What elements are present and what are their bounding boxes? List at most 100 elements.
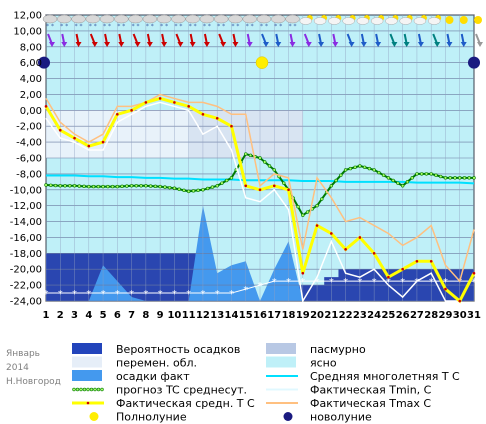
series-point-прогноз-tc-среднесут- bbox=[415, 172, 419, 176]
y-tick-label: 2,00 bbox=[20, 90, 42, 101]
new-moon-marker bbox=[38, 56, 50, 69]
cloud-icon bbox=[356, 17, 370, 25]
series-point-прогноз-tc-среднесут- bbox=[386, 176, 391, 180]
series-point-прогноз-tc-среднесут- bbox=[472, 176, 476, 180]
cold-baseline-marker: * bbox=[343, 277, 348, 288]
legend-label-перемен-обл-: перемен. обл. bbox=[116, 357, 197, 370]
snowflake-icon: * * bbox=[60, 23, 68, 30]
series-point-фактическая-средн-t-c bbox=[387, 275, 390, 279]
cold-baseline-marker: * bbox=[215, 289, 220, 300]
legend-label-вероятность-осадков: Вероятность осадков bbox=[116, 343, 240, 356]
corner-caption-line: 2014 bbox=[6, 363, 29, 373]
legend-swatch-прогноз-tc-среднесут- bbox=[82, 387, 87, 392]
series-point-фактическая-средн-t-c bbox=[158, 97, 162, 100]
y-tick-label: -22,00 bbox=[10, 281, 42, 292]
y-tick-label: -16,00 bbox=[10, 233, 42, 244]
series-point-прогноз-tc-среднесут- bbox=[153, 184, 158, 189]
series-point-прогноз-tc-среднесут- bbox=[58, 184, 62, 188]
snowflake-icon: * * bbox=[289, 23, 297, 30]
cloud-icon bbox=[313, 17, 327, 25]
cold-baseline-marker: * bbox=[357, 277, 362, 288]
y-tick-label: 8,00 bbox=[20, 42, 42, 53]
y-tick-label: 10,00 bbox=[13, 26, 42, 37]
legend-label-фактическая-tmin-c: Фактическая Tmin, C bbox=[310, 384, 432, 397]
x-tick-label: 18 bbox=[282, 310, 296, 321]
legend-label-осадки-факт: осадки факт bbox=[116, 370, 190, 383]
series-point-прогноз-tc-среднесут- bbox=[467, 176, 471, 180]
legend-label-фактическая-средн-t-c: Фактическая средн. T C bbox=[116, 397, 255, 410]
wind-arrow-head-icon bbox=[375, 42, 382, 47]
cloud-icon bbox=[427, 17, 441, 25]
temperature-series: * * * * * * * * * * * * * * * * * * * * * * * * * * * * * * * bbox=[44, 93, 477, 304]
x-tick-label: 17 bbox=[267, 310, 281, 321]
x-tick-label: 25 bbox=[381, 310, 395, 321]
series-point-прогноз-tc-среднесут- bbox=[301, 213, 305, 217]
snowflake-icon: * * bbox=[89, 23, 97, 30]
cold-baseline-marker: * bbox=[429, 277, 434, 288]
snowflake-icon: * * bbox=[103, 23, 111, 30]
x-tick-label: 22 bbox=[339, 310, 353, 321]
series-point-прогноз-tc-среднесут- bbox=[391, 178, 395, 183]
series-point-фактическая-средн-t-c bbox=[173, 101, 176, 104]
cloud-icon bbox=[57, 14, 72, 24]
y-tick-label: -2,00 bbox=[16, 122, 42, 133]
x-tick-label: 3 bbox=[71, 310, 78, 321]
cold-baseline-marker: * bbox=[472, 277, 477, 288]
y-tick-label: 6,00 bbox=[20, 58, 42, 69]
sun-icon bbox=[445, 16, 454, 24]
wind-arrow-head-icon bbox=[75, 42, 82, 47]
series-point-прогноз-tc-среднесут- bbox=[353, 165, 357, 169]
precip-probability-area bbox=[46, 253, 474, 301]
x-tick-label: 31 bbox=[467, 310, 481, 321]
series-point-прогноз-tc-среднесут- bbox=[96, 184, 101, 189]
series-point-прогноз-tc-среднесут- bbox=[82, 184, 86, 189]
snowflake-icon: * * bbox=[246, 23, 254, 30]
cold-baseline-marker: * bbox=[300, 277, 305, 288]
sun-icon bbox=[474, 16, 482, 24]
series-point-прогноз-tc-среднесут- bbox=[282, 181, 286, 185]
series-point-прогноз-tc-среднесут- bbox=[343, 168, 348, 172]
series-point-прогноз-tc-среднесут- bbox=[448, 176, 452, 180]
x-tick-label: 24 bbox=[367, 310, 381, 321]
cold-baseline-marker: * bbox=[143, 289, 148, 300]
wind-arrow-head-icon bbox=[61, 42, 68, 47]
legend: Вероятность осадков пасмурно перемен. обл.… bbox=[72, 343, 460, 424]
series-point-фактическая-средн-t-c bbox=[372, 252, 376, 255]
x-tick-label: 1 bbox=[43, 310, 50, 321]
series-point-прогноз-tc-среднесут- bbox=[87, 184, 91, 189]
series-point-прогноз-tc-среднесут- bbox=[182, 188, 186, 193]
x-tick-label: 5 bbox=[100, 310, 107, 321]
wind-arrow-head-icon bbox=[177, 42, 184, 47]
wind-arrow-head-icon bbox=[477, 42, 483, 47]
series-point-фактическая-средн-t-c bbox=[187, 105, 190, 108]
series-point-фактическая-средн-t-c bbox=[116, 113, 119, 116]
series-point-прогноз-tc-среднесут- bbox=[210, 185, 215, 189]
series-point-прогноз-tc-среднесут- bbox=[191, 189, 196, 193]
series-point-фактическая-средн-t-c bbox=[73, 136, 76, 140]
series-point-прогноз-tc-среднесут- bbox=[201, 188, 205, 192]
series-point-прогноз-tc-среднесут- bbox=[248, 153, 253, 158]
series-point-прогноз-tc-среднесут- bbox=[315, 203, 319, 208]
y-tick-label: -24,00 bbox=[10, 297, 42, 308]
series-point-фактическая-средн-t-c bbox=[101, 140, 105, 144]
series-point-прогноз-tc-среднесут- bbox=[101, 184, 105, 189]
series-point-прогноз-tc-среднесут- bbox=[225, 178, 229, 183]
cold-baseline-marker: * bbox=[229, 289, 234, 300]
wind-arrow-head-icon bbox=[417, 42, 424, 47]
series-point-прогноз-tc-среднесут- bbox=[462, 176, 467, 180]
series-point-фактическая-средн-t-c bbox=[201, 113, 205, 116]
cold-baseline-line bbox=[46, 280, 474, 294]
series-point-фактическая-средн-t-c bbox=[429, 259, 433, 263]
series-point-прогноз-tc-среднесут- bbox=[44, 183, 48, 187]
legend-label-новолуние: новолуние bbox=[310, 411, 372, 424]
wind-arrow-head-icon bbox=[118, 42, 125, 47]
cold-baseline-marker: * bbox=[258, 281, 263, 292]
series-point-фактическая-средн-t-c bbox=[230, 124, 233, 128]
grid-lines bbox=[45, 14, 475, 302]
series-line-фактическая-tmax-c bbox=[45, 93, 475, 283]
cold-baseline-marker: * bbox=[172, 289, 177, 300]
series-point-прогноз-tc-среднесут- bbox=[163, 185, 167, 189]
cloud-icon bbox=[213, 14, 229, 24]
cloud-icon bbox=[256, 14, 272, 24]
series-point-фактическая-средн-t-c bbox=[472, 271, 476, 275]
